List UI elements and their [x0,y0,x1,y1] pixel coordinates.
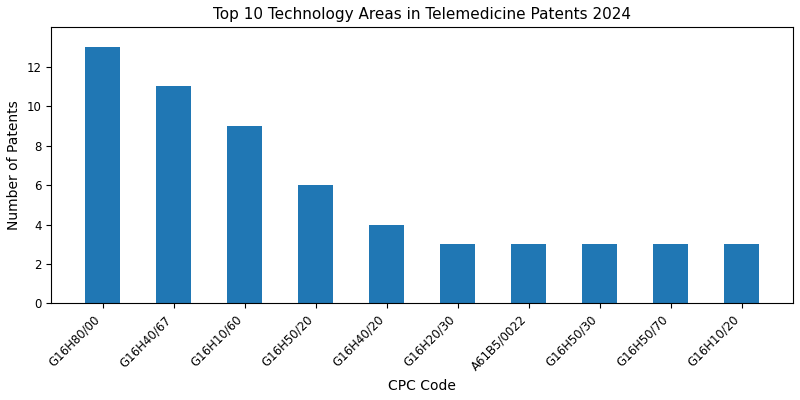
Bar [440,244,475,304]
Bar [653,244,688,304]
Bar [85,47,121,304]
Bar [511,244,546,304]
X-axis label: CPC Code: CPC Code [388,379,456,393]
Title: Top 10 Technology Areas in Telemedicine Patents 2024: Top 10 Technology Areas in Telemedicine … [213,7,631,22]
Bar [298,185,334,304]
Bar [582,244,618,304]
Bar [369,224,404,304]
Bar [156,86,191,304]
Bar [724,244,759,304]
Bar [227,126,262,304]
Y-axis label: Number of Patents: Number of Patents [7,100,21,230]
